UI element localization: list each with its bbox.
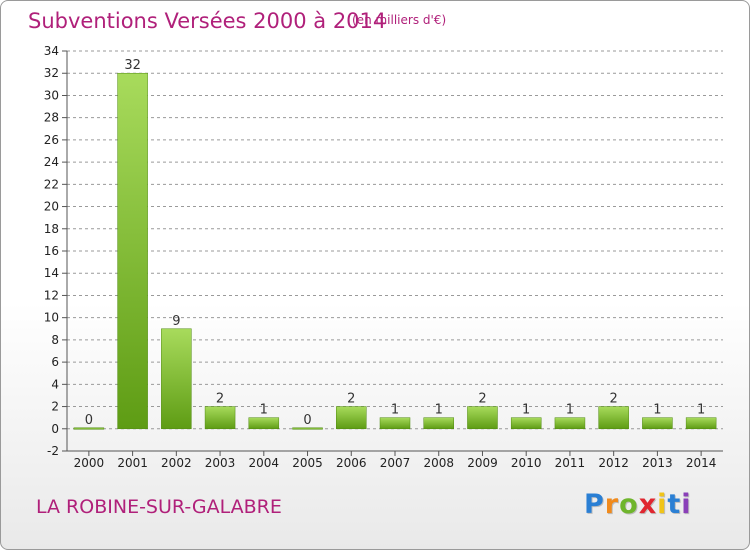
commune-name: LA ROBINE-SUR-GALABRE [36,496,282,518]
y-tick-label: 12 [44,288,59,302]
bar-2004 [248,417,280,430]
bars [73,72,717,430]
bar-2007 [379,417,411,430]
bar-2011 [554,417,586,430]
x-tick-label: 2005 [292,456,323,470]
value-label: 1 [653,403,661,418]
value-label: 2 [347,392,355,407]
x-tick-label: 2013 [642,456,673,470]
bar-2013 [642,417,673,430]
x-tick-label: 2001 [117,456,148,470]
y-tick-label: 10 [44,311,59,325]
bar-2010 [510,417,542,430]
y-tick-label: 28 [44,111,59,125]
value-label: 0 [85,413,93,428]
value-label: 2 [610,392,618,407]
y-tick-label: -2 [47,444,59,458]
bar-2012 [598,406,629,430]
logo-letter: x [638,489,658,520]
value-label: 1 [260,403,268,418]
y-tick-label: 26 [44,133,59,147]
value-label: 1 [435,403,443,418]
value-label: 2 [216,392,224,407]
y-tick-label: 8 [51,333,59,347]
bar-2002 [161,328,192,430]
y-tick-label: 16 [44,244,59,258]
y-tick-label: 4 [51,377,59,391]
value-label: 2 [478,392,486,407]
value-label: 1 [697,403,705,418]
bar-2006 [336,406,367,430]
bar-2014 [685,417,717,430]
logo-letter: i [681,489,692,520]
y-tick-label: 24 [44,155,59,169]
logo-letter: r [604,489,620,520]
value-label: 32 [124,58,141,73]
bar-2005 [292,427,323,430]
value-label: 0 [303,413,311,428]
x-tick-label: 2011 [555,456,586,470]
chart-units: (en milliers d'€) [352,13,447,27]
y-tick-label: 6 [51,355,59,369]
logo-letter: o [619,489,639,520]
x-tick-label: 2012 [598,456,629,470]
bar-2009 [467,406,498,430]
y-tick-label: 2 [51,400,59,414]
axes [62,50,723,456]
logo-letter: P [584,489,605,520]
value-label: 1 [522,403,530,418]
x-tick-label: 2002 [161,456,192,470]
y-tick-label: 34 [44,44,59,58]
y-tick-label: 0 [51,422,59,436]
value-label: 1 [566,403,574,418]
x-tick-label: 2006 [336,456,367,470]
y-tick-label: 30 [44,88,59,102]
x-tick-label: 2007 [380,456,411,470]
proxiti-logo[interactable]: Proxiti [584,489,692,520]
logo-letter: i [657,489,668,520]
y-tick-label: 18 [44,222,59,236]
x-tick-label: 2014 [686,456,717,470]
labels: -202468101214161820222426283032340200032… [44,44,717,470]
y-tick-label: 20 [44,200,59,214]
y-tick-label: 22 [44,177,59,191]
bar-2000 [73,427,105,430]
x-tick-label: 2000 [74,456,105,470]
x-tick-label: 2004 [249,456,280,470]
bar-2001 [117,72,148,430]
x-tick-label: 2003 [205,456,236,470]
logo-letter: t [667,489,682,520]
chart-title: Subventions Versées 2000 à 2014 [28,9,387,33]
value-label: 1 [391,403,399,418]
y-tick-label: 32 [44,66,59,80]
x-tick-label: 2008 [423,456,454,470]
y-tick-label: 14 [44,266,59,280]
x-tick-label: 2009 [467,456,498,470]
bar-2008 [423,417,454,430]
value-label: 9 [172,314,180,329]
x-tick-label: 2010 [511,456,542,470]
bar-2003 [204,406,236,430]
